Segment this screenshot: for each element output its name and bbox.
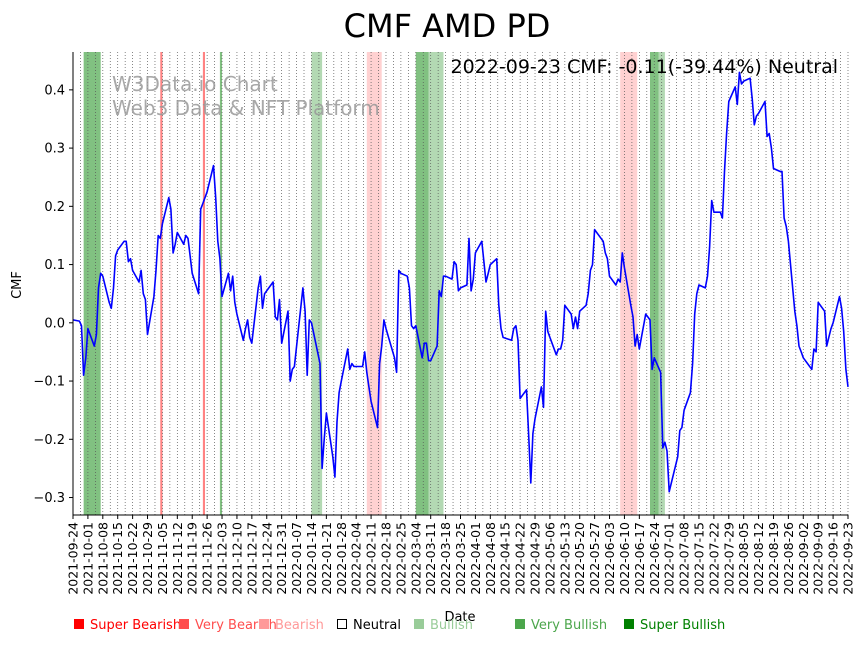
signal-band-2 <box>202 52 206 515</box>
y-tick-label: −0.3 <box>33 491 65 506</box>
x-tick-label: 2021-10-22 <box>125 522 140 595</box>
y-tick-label: −0.1 <box>33 375 65 390</box>
x-tick-label: 2022-06-24 <box>647 522 662 595</box>
x-tick-label: 2022-02-25 <box>393 522 408 595</box>
x-tick-label: 2021-11-12 <box>170 522 185 595</box>
x-tick-label: 2022-03-18 <box>438 522 453 595</box>
legend-swatch-6 <box>624 619 634 629</box>
x-tick-label: 2022-07-22 <box>706 522 721 595</box>
x-tick-label: 2021-11-26 <box>200 522 215 595</box>
legend-swatch-1 <box>179 619 189 629</box>
y-tick-label: −0.2 <box>33 433 65 448</box>
x-tick-label: 2022-05-13 <box>557 522 572 595</box>
y-axis-label: CMF <box>10 271 25 299</box>
x-tick-label: 2022-09-16 <box>826 522 841 595</box>
x-tick-label: 2021-10-01 <box>80 522 95 595</box>
x-axis-ticks: 2021-09-24 2021-10-01 2021-10-08 2021-10-15… <box>66 515 856 595</box>
x-tick-label: 2022-08-19 <box>766 522 781 595</box>
x-tick-label: 2022-06-03 <box>602 522 617 595</box>
x-tick-label: 2022-09-02 <box>796 522 811 595</box>
legend-label-6: Super Bullish <box>640 618 725 633</box>
x-tick-label: 2022-07-01 <box>662 522 677 595</box>
x-tick-label: 2022-04-01 <box>468 522 483 595</box>
x-tick-label: 2022-02-04 <box>349 522 364 595</box>
cmf-line <box>72 71 849 493</box>
signal-band-0 <box>83 52 101 515</box>
legend-label-2: Bearish <box>275 618 324 633</box>
x-tick-label: 2022-02-18 <box>379 522 394 595</box>
x-tick-label: 2022-07-29 <box>721 522 736 595</box>
x-tick-label: 2022-04-22 <box>513 522 528 595</box>
x-tick-label: 2022-06-10 <box>617 522 632 595</box>
x-tick-label: 2021-12-03 <box>215 522 230 595</box>
x-tick-label: 2021-10-15 <box>110 522 125 595</box>
chart-title: CMF AMD PD <box>344 7 551 45</box>
signal-band-8 <box>620 52 638 515</box>
x-tick-label: 2021-10-29 <box>140 522 155 595</box>
y-tick-label: 0.4 <box>44 83 65 98</box>
y-tick-label: 0.1 <box>44 258 65 273</box>
latest-value-annotation: 2022-09-23 CMF: -0.11(-39.44%) Neutral <box>451 56 838 78</box>
legend-swatch-5 <box>515 619 525 629</box>
signal-band-4 <box>311 52 323 515</box>
x-tick-label: 2022-04-15 <box>498 522 513 595</box>
x-tick-label: 2022-09-09 <box>811 522 826 595</box>
x-tick-label: 2022-04-29 <box>528 522 543 595</box>
x-tick-label: 2021-09-24 <box>66 522 81 595</box>
signal-band-5 <box>366 52 382 515</box>
legend-swatch-0 <box>74 619 84 629</box>
legend-label-5: Very Bullish <box>531 618 607 633</box>
y-tick-label: 0.2 <box>44 200 65 215</box>
signal-band-7 <box>428 52 444 515</box>
x-tick-label: 2022-03-11 <box>423 522 438 595</box>
x-tick-label: 2022-02-11 <box>364 522 379 595</box>
legend-label-3: Neutral <box>353 618 401 633</box>
legend-label-1: Very Bearish <box>195 618 277 633</box>
x-tick-label: 2022-07-15 <box>692 522 707 595</box>
x-axis-label: Date <box>444 610 475 625</box>
x-tick-label: 2021-11-19 <box>185 522 200 595</box>
x-tick-label: 2022-01-07 <box>289 522 304 595</box>
x-tick-label: 2022-08-12 <box>751 522 766 595</box>
legend-swatch-4 <box>414 619 424 629</box>
x-tick-label: 2021-11-05 <box>155 522 170 595</box>
x-tick-label: 2022-03-25 <box>453 522 468 595</box>
x-tick-label: 2022-09-23 <box>841 522 856 595</box>
x-tick-label: 2021-12-10 <box>229 522 244 595</box>
watermark-line-0: W3Data.io Chart <box>112 72 278 96</box>
x-tick-label: 2022-05-27 <box>587 522 602 595</box>
legend-label-0: Super Bearish <box>90 618 181 633</box>
x-tick-label: 2022-08-05 <box>736 522 751 595</box>
x-tick-label: 2021-12-31 <box>274 522 289 595</box>
x-tick-label: 2022-07-08 <box>677 522 692 595</box>
x-tick-label: 2022-01-21 <box>319 522 334 595</box>
y-tick-label: 0.0 <box>44 316 65 331</box>
watermark-line-1: Web3 Data & NFT Platform <box>112 96 380 120</box>
x-tick-label: 2022-05-06 <box>542 522 557 595</box>
x-tick-label: 2022-04-08 <box>483 522 498 595</box>
legend-swatch-3 <box>337 619 347 629</box>
x-tick-label: 2022-03-04 <box>408 522 423 595</box>
legend-label-4: Bullish <box>430 618 473 633</box>
x-tick-label: 2022-06-17 <box>632 522 647 595</box>
vertical-grid <box>72 52 849 515</box>
x-tick-label: 2021-12-24 <box>259 522 274 595</box>
y-tick-label: 0.3 <box>44 142 65 157</box>
x-tick-label: 2021-10-08 <box>95 522 110 595</box>
legend-swatch-2 <box>259 619 269 629</box>
x-tick-label: 2021-12-17 <box>244 522 259 595</box>
y-axis-ticks: 0.4 0.3 0.2 0.1 0.0 −0.1 −0.2 −0.3 <box>33 83 73 506</box>
x-tick-label: 2022-08-26 <box>781 522 796 595</box>
x-tick-label: 2022-01-28 <box>334 522 349 595</box>
signal-band-6 <box>415 52 429 515</box>
x-tick-label: 2022-01-14 <box>304 522 319 595</box>
signal-bands <box>83 52 665 515</box>
signal-band-1 <box>160 52 163 515</box>
x-tick-label: 2022-05-20 <box>572 522 587 595</box>
